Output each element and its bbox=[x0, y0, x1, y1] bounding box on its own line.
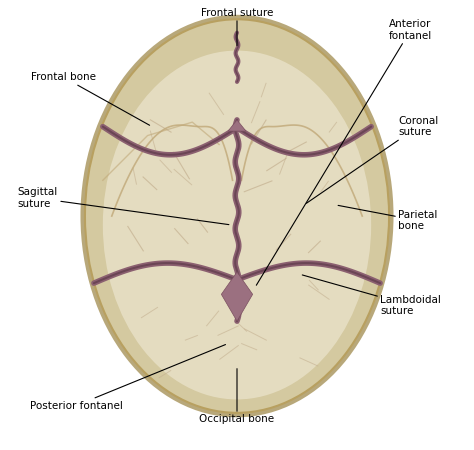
Text: Anterior
fontanel: Anterior fontanel bbox=[256, 19, 432, 285]
Text: Frontal bone: Frontal bone bbox=[31, 72, 150, 125]
Text: Sagittal
suture: Sagittal suture bbox=[18, 187, 229, 225]
Ellipse shape bbox=[85, 19, 389, 413]
Polygon shape bbox=[228, 120, 246, 131]
Text: Lambdoidal
suture: Lambdoidal suture bbox=[302, 275, 441, 316]
Text: Occipital bone: Occipital bone bbox=[200, 369, 274, 424]
Polygon shape bbox=[221, 272, 253, 321]
Ellipse shape bbox=[81, 15, 393, 417]
Text: Parietal
bone: Parietal bone bbox=[338, 205, 438, 231]
Text: Frontal suture: Frontal suture bbox=[201, 8, 273, 45]
Text: Coronal
suture: Coronal suture bbox=[306, 116, 438, 203]
Text: Posterior fontanel: Posterior fontanel bbox=[29, 345, 226, 410]
Ellipse shape bbox=[103, 50, 371, 400]
